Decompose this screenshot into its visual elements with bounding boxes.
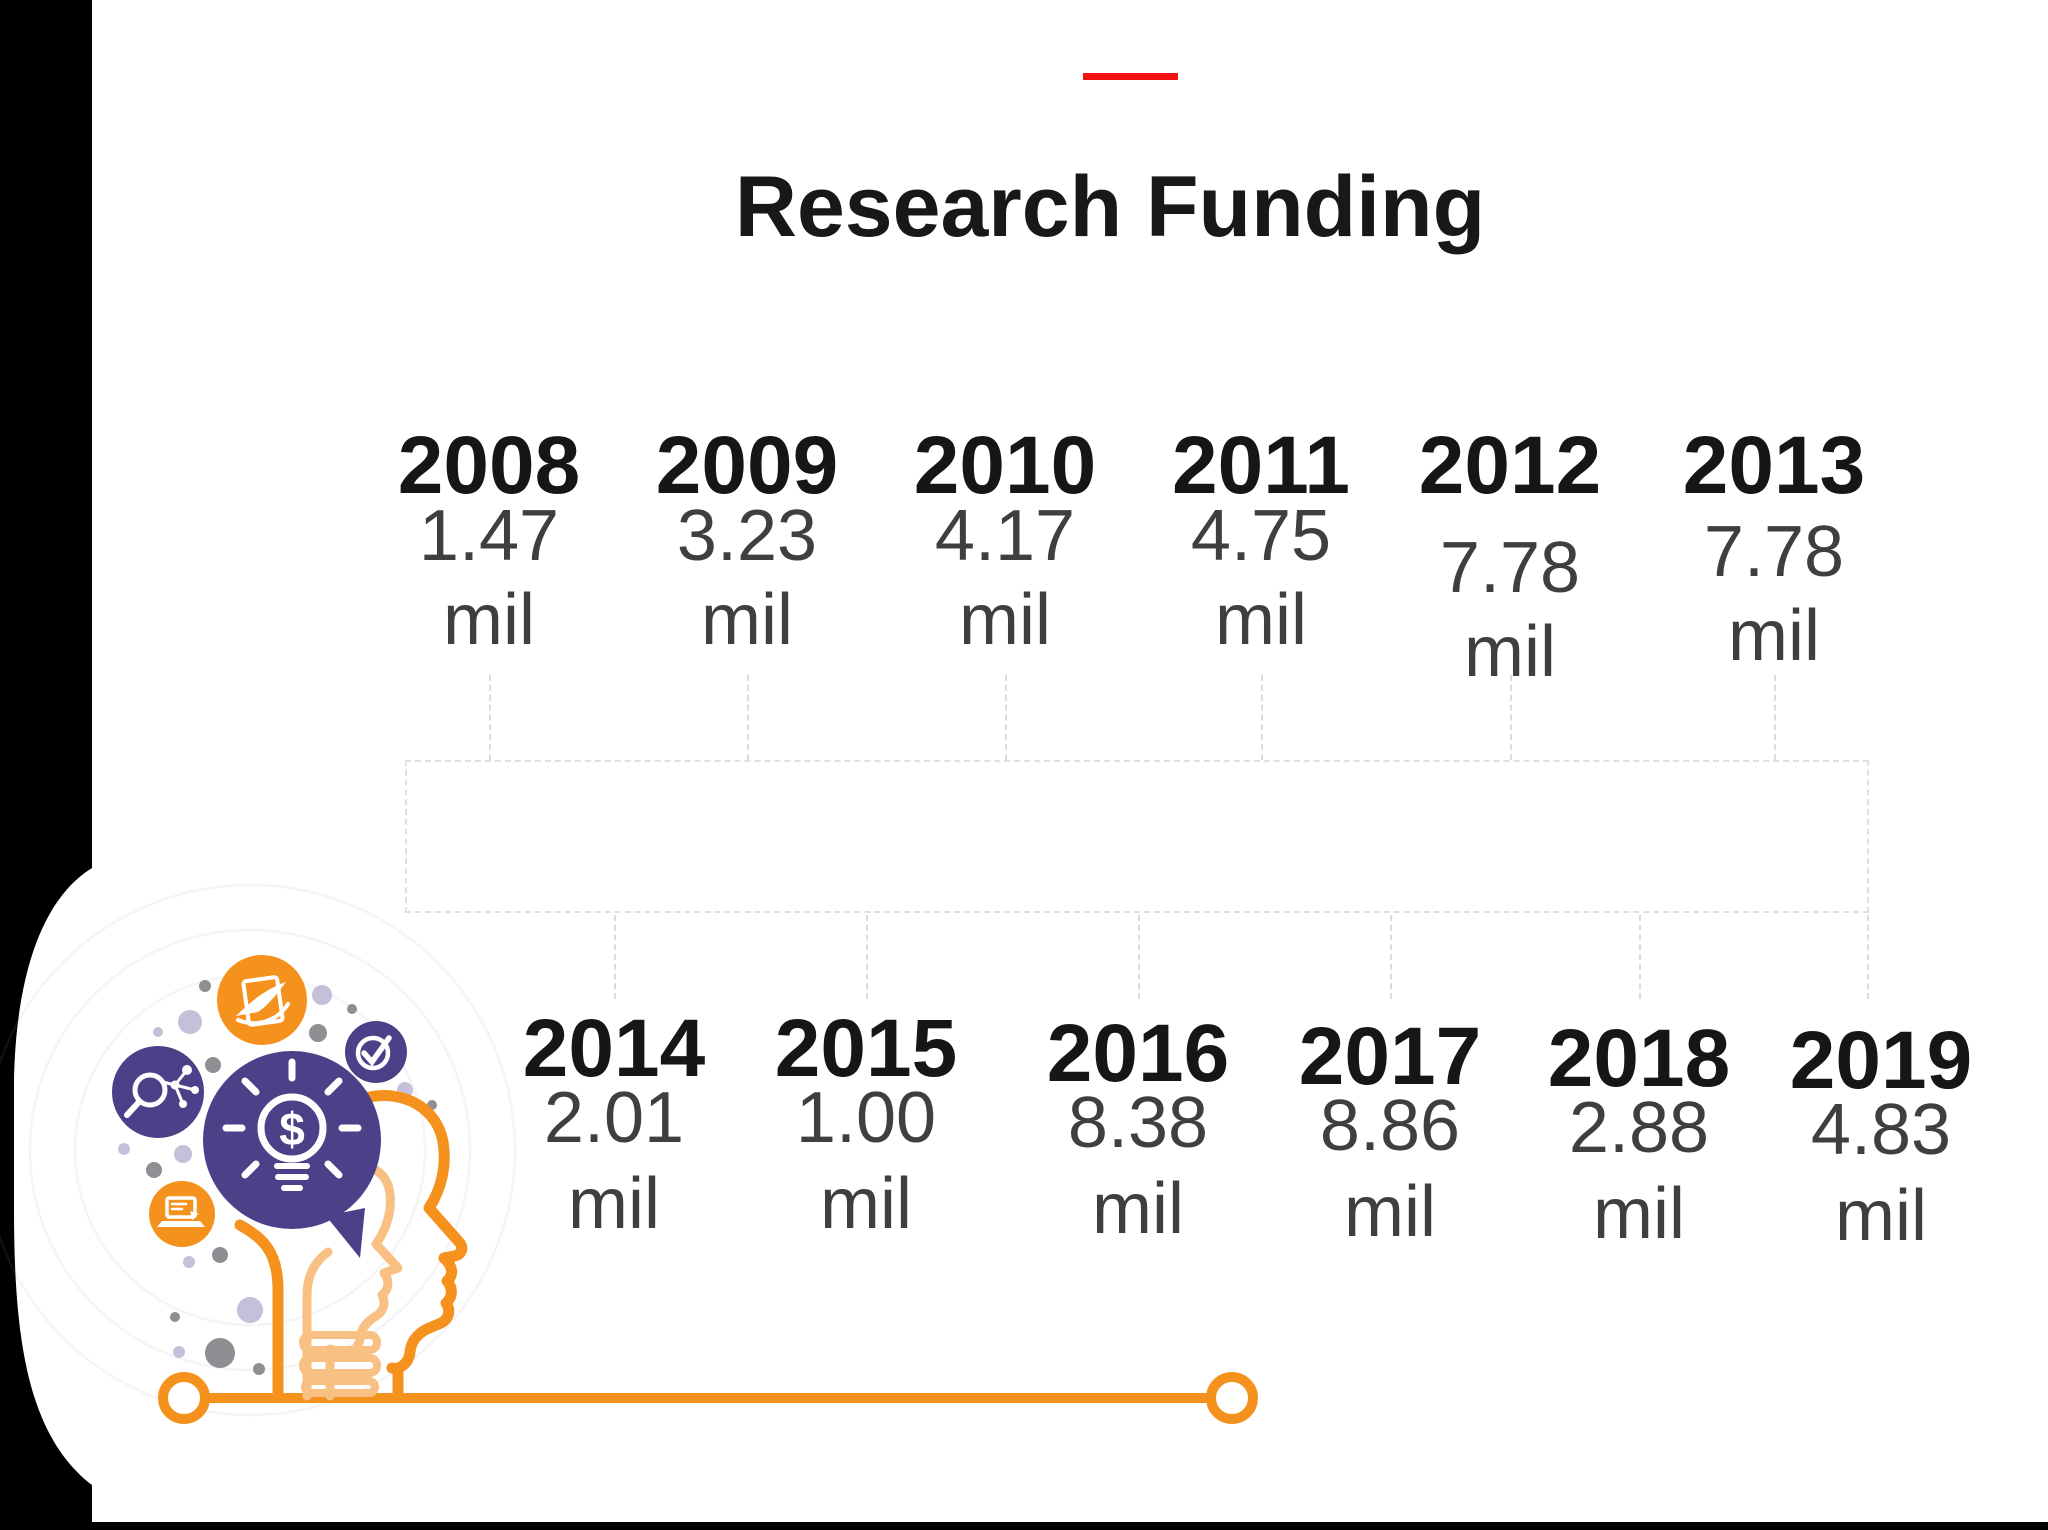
check-icon <box>355 1035 392 1071</box>
timeline-connector <box>158 1372 1258 1424</box>
unit-label: mil <box>701 580 793 660</box>
year-column-2010: 2010 4.17 mil <box>865 420 1145 657</box>
connector-ring-left <box>158 1372 210 1424</box>
unit-label: mil <box>1728 596 1820 676</box>
year-column-2014: 2014 2.01 mil <box>474 1003 754 1241</box>
funding-value: 4.17 <box>934 496 1076 576</box>
funding-value: 8.86 <box>1319 1086 1461 1166</box>
head-inner-back-line <box>302 1247 333 1401</box>
tick-top-2013 <box>1774 675 1776 760</box>
year-column-2018: 2018 2.88 mil <box>1499 1013 1779 1251</box>
funding-value: 7.78 <box>1439 528 1581 608</box>
unit-label: mil <box>1215 580 1307 660</box>
faint-arcs <box>0 883 517 1417</box>
year-label: 2008 <box>397 420 581 511</box>
funding-value: 2.01 <box>543 1078 685 1158</box>
unit-label: mil <box>568 1164 660 1244</box>
unit-label: mil <box>1464 612 1556 692</box>
unit-label: mil <box>820 1164 912 1244</box>
year-label: 2009 <box>655 420 839 511</box>
funding-value: 4.83 <box>1810 1090 1952 1170</box>
year-label: 2017 <box>1298 1011 1482 1102</box>
search-molecule-badge <box>112 1046 204 1138</box>
unit-label: mil <box>959 580 1051 660</box>
year-label: 2010 <box>913 420 1097 511</box>
head-inner-face-line <box>325 1162 403 1401</box>
timeline-band <box>405 760 1869 913</box>
year-column-2019: 2019 4.83 mil <box>1741 1015 2021 1253</box>
search-molecule-icon <box>124 1065 199 1118</box>
tick-top-2009 <box>747 675 749 760</box>
check-badge <box>345 1021 407 1083</box>
unit-label: mil <box>443 580 535 660</box>
quill-document-icon <box>236 975 290 1027</box>
funding-value: 1.00 <box>795 1078 937 1158</box>
year-label: 2016 <box>1046 1008 1230 1099</box>
tick-top-2010 <box>1005 675 1007 760</box>
bulb-base-stripes <box>299 1331 381 1397</box>
year-column-2015: 2015 1.00 mil <box>726 1003 1006 1241</box>
tick-bottom-2016 <box>1138 915 1140 999</box>
head-back-line <box>234 1219 284 1400</box>
dollar-lightbulb-icon: $ <box>222 1058 362 1191</box>
year-label: 2014 <box>522 1003 706 1094</box>
tick-top-2011 <box>1261 675 1263 760</box>
funding-value: 1.47 <box>418 496 560 576</box>
unit-label: mil <box>1835 1176 1927 1256</box>
funding-value: 2.88 <box>1568 1088 1710 1168</box>
funding-value: 3.23 <box>676 496 818 576</box>
year-label: 2012 <box>1418 420 1602 511</box>
page-title: Research Funding <box>734 159 1486 255</box>
year-column-2009: 2009 3.23 mil <box>607 420 887 657</box>
funding-value: 7.78 <box>1703 512 1845 592</box>
year-column-2016: 2016 8.38 mil <box>998 1008 1278 1246</box>
unit-label: mil <box>1092 1169 1184 1249</box>
year-column-2017: 2017 8.86 mil <box>1250 1011 1530 1249</box>
head-profile <box>234 1090 468 1401</box>
funding-value: 4.75 <box>1190 496 1332 576</box>
background-bottom-strip <box>0 1522 2048 1530</box>
unit-label: mil <box>1593 1174 1685 1254</box>
year-label: 2013 <box>1682 420 1866 511</box>
decorative-dots <box>118 980 437 1375</box>
year-column-2011: 2011 4.75 mil <box>1121 420 1401 657</box>
year-column-2008: 2008 1.47 mil <box>349 420 629 657</box>
year-column-2012: 2012 7.78 mil <box>1370 420 1650 689</box>
tick-top-2008 <box>489 675 491 760</box>
laptop-badge <box>149 1181 215 1247</box>
svg-text:$: $ <box>279 1103 305 1155</box>
head-face-line <box>359 1090 468 1374</box>
tick-bottom-2015 <box>866 915 868 999</box>
laptop-icon <box>157 1196 205 1227</box>
quill-document-badge <box>217 955 307 1045</box>
year-label: 2011 <box>1172 420 1350 511</box>
white-corner-blob <box>14 868 260 1521</box>
tick-bottom-2019 <box>1867 915 1869 999</box>
connector-ring-right <box>1206 1372 1258 1424</box>
year-label: 2019 <box>1789 1015 1973 1106</box>
tick-bottom-2018 <box>1639 915 1641 999</box>
unit-label: mil <box>1344 1172 1436 1252</box>
idea-bubble: $ <box>203 1051 381 1258</box>
tick-bottom-2014 <box>614 915 616 999</box>
funding-value: 8.38 <box>1067 1083 1209 1163</box>
year-label: 2018 <box>1547 1013 1731 1104</box>
accent-dash <box>1083 73 1178 80</box>
tick-bottom-2017 <box>1390 915 1392 999</box>
tick-top-2012 <box>1510 675 1512 760</box>
year-label: 2015 <box>774 1003 958 1094</box>
year-column-2013: 2013 7.78 mil <box>1634 420 1914 673</box>
